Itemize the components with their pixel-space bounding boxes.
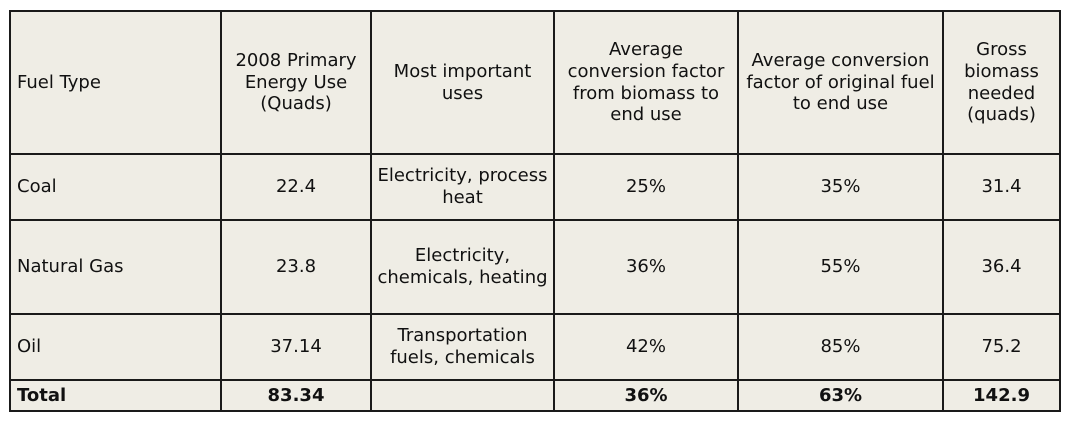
cell-fuel-type: Natural Gas (9, 219, 222, 315)
header-gross-biomass-needed: Gross biomass needed (quads) (942, 10, 1061, 155)
cell-original-fuel-conversion-factor: 35% (737, 153, 944, 221)
total-primary-energy-use: 83.34 (220, 379, 372, 412)
biomass-energy-table: Fuel Type 2008 Primary Energy Use (Quads… (9, 10, 1061, 412)
cell-most-important-uses: Transportation fuels, chemicals (370, 313, 555, 381)
cell-primary-energy-use: 22.4 (220, 153, 372, 221)
header-biomass-conversion-factor: Average conversion factor from biomass t… (553, 10, 739, 155)
table-row: Natural Gas 23.8 Electricity, chemicals,… (9, 219, 1061, 315)
cell-gross-biomass-needed: 36.4 (942, 219, 1061, 315)
cell-most-important-uses: Electricity, chemicals, heating (370, 219, 555, 315)
cell-gross-biomass-needed: 31.4 (942, 153, 1061, 221)
header-fuel-type: Fuel Type (9, 10, 222, 155)
cell-most-important-uses: Electricity, process heat (370, 153, 555, 221)
header-most-important-uses: Most important uses (370, 10, 555, 155)
cell-original-fuel-conversion-factor: 55% (737, 219, 944, 315)
table-total-row: Total 83.34 36% 63% 142.9 (9, 379, 1061, 412)
cell-gross-biomass-needed: 75.2 (942, 313, 1061, 381)
header-primary-energy-use: 2008 Primary Energy Use (Quads) (220, 10, 372, 155)
total-label: Total (9, 379, 222, 412)
cell-fuel-type: Coal (9, 153, 222, 221)
total-gross-biomass-needed: 142.9 (942, 379, 1061, 412)
cell-biomass-conversion-factor: 42% (553, 313, 739, 381)
table-row: Oil 37.14 Transportation fuels, chemical… (9, 313, 1061, 381)
header-original-fuel-conversion-factor: Average conversion factor of original fu… (737, 10, 944, 155)
cell-biomass-conversion-factor: 36% (553, 219, 739, 315)
total-biomass-conversion-factor: 36% (553, 379, 739, 412)
total-most-important-uses (370, 379, 555, 412)
cell-biomass-conversion-factor: 25% (553, 153, 739, 221)
table-header-row: Fuel Type 2008 Primary Energy Use (Quads… (9, 10, 1061, 155)
total-original-fuel-conversion-factor: 63% (737, 379, 944, 412)
cell-primary-energy-use: 37.14 (220, 313, 372, 381)
table-row: Coal 22.4 Electricity, process heat 25% … (9, 153, 1061, 221)
cell-primary-energy-use: 23.8 (220, 219, 372, 315)
cell-fuel-type: Oil (9, 313, 222, 381)
cell-original-fuel-conversion-factor: 85% (737, 313, 944, 381)
